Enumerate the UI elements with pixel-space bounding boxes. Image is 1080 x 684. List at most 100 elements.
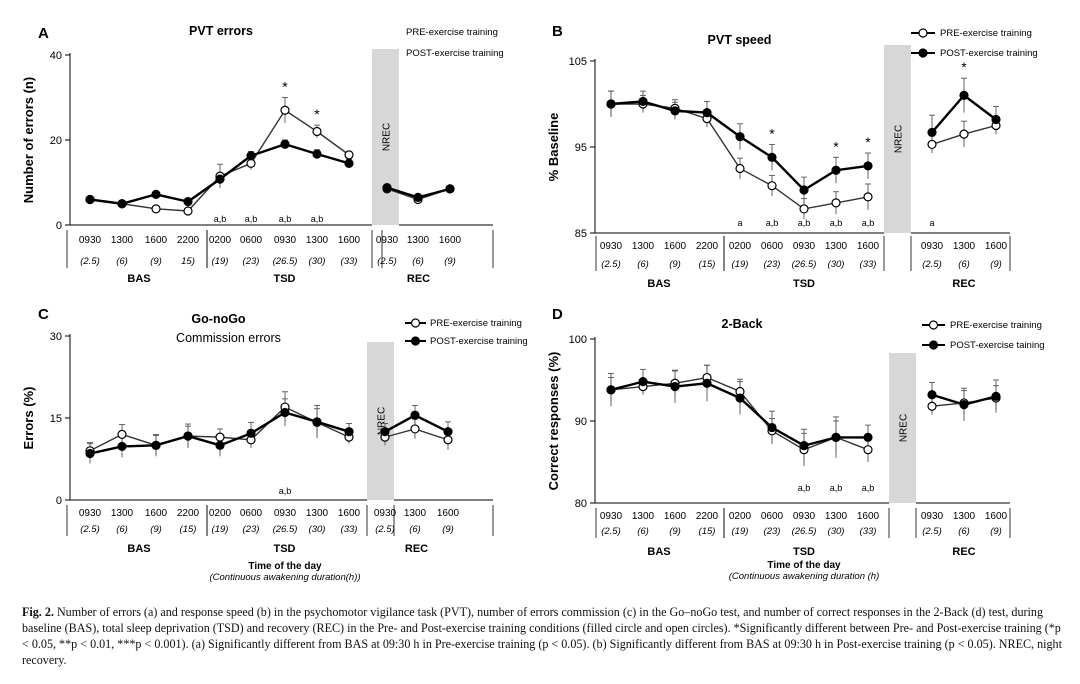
legend: PRE-exercise training POST-exercise taini… <box>922 320 1045 351</box>
x-time-label: 1600 <box>338 508 361 519</box>
panel-C: C Go-noGo Commission errors 0 15 30 Errors (%)… <box>21 306 528 583</box>
markers-pre <box>85 402 453 456</box>
x-time-label: 1300 <box>306 508 329 519</box>
data-point-open <box>443 435 453 445</box>
significance-star: * <box>833 138 839 154</box>
x-time-label: 0930 <box>921 241 944 252</box>
data-point-filled <box>735 132 745 142</box>
x-time-label: 0930 <box>79 508 102 519</box>
nrec-band <box>372 49 399 225</box>
x-duration-label: (15) <box>180 524 197 535</box>
x-time-label: 1300 <box>306 235 329 246</box>
data-point-filled <box>85 194 95 205</box>
x-time-label: 0930 <box>600 241 623 252</box>
data-point-filled <box>344 158 354 168</box>
data-point-filled <box>767 422 777 433</box>
y-axis-label: % Baseline <box>546 113 561 182</box>
significance-star: * <box>961 59 967 75</box>
x-duration-label: (9) <box>150 256 162 267</box>
x-duration-label: (15) <box>699 259 716 270</box>
x-group-REC: 0930 (2.5) 1300 (6) 1600 (9) REC <box>910 236 1011 290</box>
x-duration-label: (2.5) <box>922 526 942 537</box>
x-duration-label: (6) <box>958 526 970 537</box>
data-point-filled <box>831 432 841 442</box>
data-point-open <box>312 126 322 137</box>
significance-letter: a,b <box>862 483 875 493</box>
data-point-filled <box>443 427 453 437</box>
x-duration-label: (26.5) <box>792 259 817 270</box>
data-point-filled <box>638 377 648 387</box>
x-group-name: TSD <box>274 543 296 555</box>
legend-filled-marker <box>918 48 928 58</box>
legend-filled-marker <box>928 340 939 350</box>
x-group-name: REC <box>407 273 430 285</box>
data-point-filled <box>183 431 193 441</box>
chart-title: 2-Back <box>722 317 763 331</box>
x-group-name: TSD <box>793 278 815 290</box>
significance-letter: a,b <box>766 218 779 228</box>
x-duration-label: (2.5) <box>377 256 397 267</box>
data-point-open <box>959 129 969 139</box>
x-duration-label: (19) <box>732 526 749 537</box>
data-point-filled <box>799 441 809 451</box>
y-tick-label: 15 <box>50 413 62 425</box>
x-axis-label: Time of the day <box>767 560 841 571</box>
x-duration-label: (6) <box>116 256 128 267</box>
data-point-open <box>280 105 290 115</box>
x-time-label: 0600 <box>761 511 784 522</box>
data-point-filled <box>799 185 809 195</box>
series-post <box>608 77 999 203</box>
x-duration-label: (6) <box>412 256 424 267</box>
x-time-label: 1600 <box>664 511 687 522</box>
x-time-label: 0930 <box>376 235 399 246</box>
x-time-label: 0930 <box>79 235 102 246</box>
nrec-label: NREC <box>894 125 905 153</box>
x-group-TSD: 0200 (19) 0600 (23) 0930 (26.5) 1300 (30) 1600 (3… <box>206 230 373 285</box>
x-time-label: 1300 <box>407 235 430 246</box>
figure-2: A PVT errors 0 20 40 Number of errors (n) NREC… <box>21 23 1045 583</box>
legend-label-post: POST-exercise training <box>406 48 504 59</box>
panel-letter: B <box>552 23 563 40</box>
x-group-name: BAS <box>647 278 670 290</box>
data-point-filled <box>638 96 648 107</box>
x-group-name: TSD <box>274 273 296 285</box>
data-point-filled <box>702 107 712 118</box>
data-point-open <box>344 150 354 160</box>
x-group-name: TSD <box>793 546 815 558</box>
significance-letter: a,b <box>830 218 843 228</box>
data-point-open <box>863 445 873 455</box>
chart-title: PVT errors <box>189 24 253 38</box>
panel-letter: D <box>552 306 563 323</box>
data-point-filled <box>702 378 712 388</box>
y-tick-label: 85 <box>575 228 587 240</box>
legend-open-marker <box>918 28 928 38</box>
y-tick-label: 40 <box>50 50 62 62</box>
panel-letter: C <box>38 306 49 323</box>
data-point-filled <box>670 381 680 392</box>
x-time-label: 1600 <box>439 235 462 246</box>
x-axis-sublabel: (Continuous awakening duration(h)) <box>209 572 360 583</box>
x-duration-label: (15) <box>699 526 716 537</box>
x-time-label: 0930 <box>793 511 816 522</box>
x-time-label: 0930 <box>274 235 297 246</box>
x-time-label: 1300 <box>953 511 976 522</box>
data-point-filled <box>863 161 873 171</box>
significance-letter: a,b <box>830 483 843 493</box>
data-point-filled <box>280 139 290 149</box>
x-duration-label: (30) <box>309 524 326 535</box>
data-point-filled <box>445 184 455 194</box>
caption-text: Number of errors (a) and response speed … <box>22 605 1062 667</box>
significance-letter: a <box>929 218 934 228</box>
data-point-filled <box>927 390 937 400</box>
chart-title: Go-noGo <box>191 312 246 326</box>
x-time-label: 0930 <box>600 511 623 522</box>
x-group-name: REC <box>405 543 428 555</box>
x-time-label: 0200 <box>209 235 232 246</box>
x-duration-label: (33) <box>341 256 358 267</box>
x-duration-label: (9) <box>669 259 681 270</box>
x-group-BAS: 0930 (2.5) 1300 (6) 1600 (9) 2200 (15) BAS <box>66 505 208 555</box>
legend-label-pre: PRE-exercise training <box>430 318 522 329</box>
legend-label-post: POST-exercise taining <box>950 340 1045 351</box>
x-time-label: 1300 <box>825 511 848 522</box>
x-time-label: 1600 <box>338 235 361 246</box>
